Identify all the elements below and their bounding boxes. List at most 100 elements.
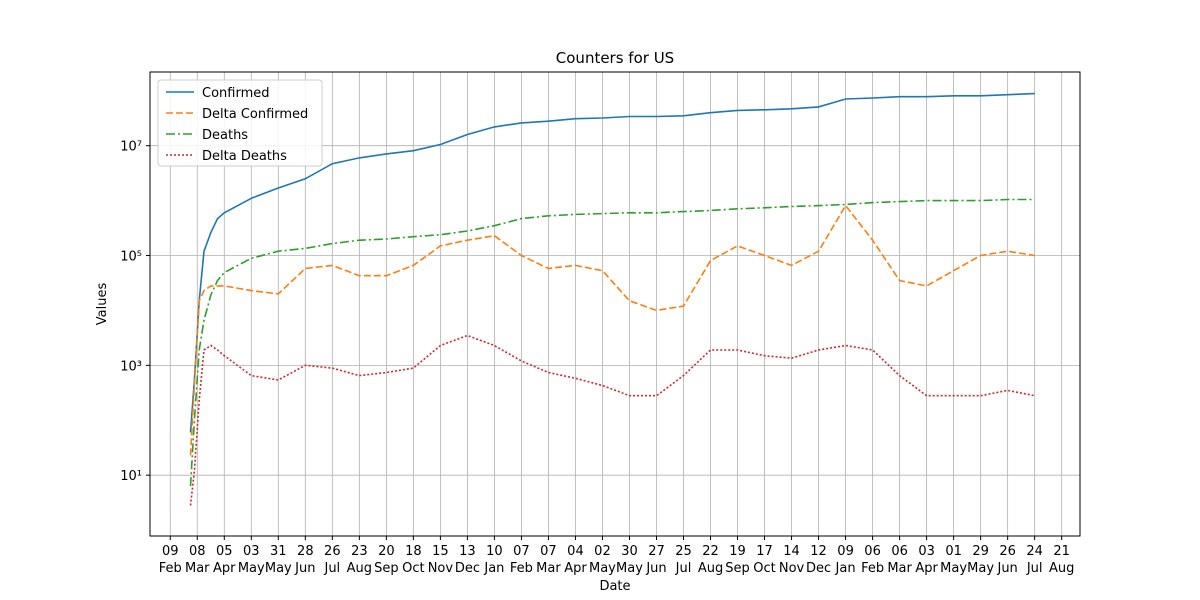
x-tick-label: 06 Mar [887, 544, 912, 576]
x-tick-label: 18 Oct [402, 544, 424, 576]
x-tick-label-part: 19 [729, 544, 746, 559]
legend-label: Confirmed [202, 86, 270, 101]
x-tick-label: 31 May [265, 544, 292, 576]
x-tick-label-part: 31 [270, 544, 287, 559]
x-tick-label: 26 Jun [996, 544, 1017, 576]
plot-frame [149, 71, 1081, 537]
x-tick-label-part: 14 [783, 544, 800, 559]
x-tick-label-part: May [589, 561, 616, 576]
x-tick-label-part: 18 [405, 544, 422, 559]
x-tick-label-part: 10 [486, 544, 503, 559]
x-tick-label: 30 May [616, 544, 643, 576]
x-tick-label: 09 Feb [159, 544, 182, 576]
x-tick-label-part: 20 [378, 544, 395, 559]
x-tick-label-part: Jun [645, 561, 666, 576]
x-tick-label: 19 Sep [725, 544, 750, 576]
y-tick-label: 10³ [120, 359, 142, 374]
x-tick-label-part: Nov [779, 561, 805, 576]
x-tick-label: 01 May [940, 544, 967, 576]
y-tick-label: 10¹ [120, 469, 142, 484]
legend-box [157, 79, 323, 167]
x-tick-label-part: 17 [756, 544, 773, 559]
x-tick-label-part: Feb [159, 561, 182, 576]
x-tick-label-part: May [616, 561, 643, 576]
x-tick-label: 15 Nov [428, 544, 454, 576]
x-tick-label: 12 Dec [806, 544, 831, 576]
x-tick-label: 09 Jan [835, 544, 856, 576]
x-tick-label-part: May [265, 561, 292, 576]
x-tick-label-part: 22 [702, 544, 719, 559]
x-tick-label-part: Sep [374, 561, 399, 576]
x-tick-label-part: Jan [483, 561, 504, 576]
x-tick-label-part: 13 [459, 544, 476, 559]
x-tick-label-part: Sep [725, 561, 750, 576]
x-tick-label-part: 30 [621, 544, 638, 559]
x-tick-label: 10 Jan [483, 544, 504, 576]
x-tick-label-part: Dec [806, 561, 831, 576]
legend-label: Delta Confirmed [202, 107, 308, 122]
x-tick-label-part: Nov [428, 561, 454, 576]
x-tick-label: 02 May [589, 544, 616, 576]
x-tick-label-part: May [967, 561, 994, 576]
x-tick-label: 22 Aug [698, 544, 723, 576]
x-tick-label-part: 21 [1053, 544, 1070, 559]
y-axis-label: Values [95, 283, 110, 326]
x-tick-label-part: Mar [887, 561, 912, 576]
series-line [189, 198, 1035, 487]
x-tick-label: 05 Apr [213, 544, 236, 576]
x-tick-label-part: 28 [297, 544, 314, 559]
x-tick-label-part: 04 [567, 544, 584, 559]
x-tick-label: 25 Jul [675, 544, 692, 576]
x-tick-label-part: Apr [915, 561, 938, 576]
x-tick-label-part: Dec [455, 561, 480, 576]
x-tick-label: 07 Mar [536, 544, 561, 576]
x-tick-label: 08 Mar [185, 544, 210, 576]
x-tick-label-part: Jun [996, 561, 1017, 576]
x-tick-label: 13 Dec [455, 544, 480, 576]
x-tick-label-part: Jul [675, 561, 692, 576]
series-line [189, 204, 1035, 456]
x-tick-label-part: Oct [402, 561, 424, 576]
x-tick-label-part: Feb [510, 561, 533, 576]
legend-label: Delta Deaths [202, 149, 287, 164]
x-tick-label-part: 08 [189, 544, 206, 559]
x-tick-label-part: Jan [835, 561, 856, 576]
x-tick-label-part: Jun [294, 561, 315, 576]
x-tick-label-part: Mar [536, 561, 561, 576]
x-tick-label-part: Mar [185, 561, 210, 576]
series-line [189, 92, 1035, 433]
x-tick-label-part: Oct [753, 561, 775, 576]
x-tick-label-part: Aug [698, 561, 723, 576]
x-tick-label-part: 12 [810, 544, 827, 559]
x-tick-label-part: 07 [513, 544, 530, 559]
x-tick-label: 28 Jun [294, 544, 315, 576]
y-tick-label: 10⁷ [120, 140, 142, 155]
x-tick-label: 14 Nov [779, 544, 805, 576]
x-tick-label: 06 Feb [861, 544, 884, 576]
x-tick-label-part: 15 [432, 544, 449, 559]
x-tick-label-part: 24 [1026, 544, 1043, 559]
x-tick-label-part: Apr [213, 561, 236, 576]
x-tick-label-part: 06 [864, 544, 881, 559]
x-tick-label-part: Apr [564, 561, 587, 576]
x-tick-label: 03 May [238, 544, 265, 576]
x-tick-label-part: Aug [347, 561, 372, 576]
chart-title: Counters for US [556, 49, 674, 67]
x-tick-label: 21 Aug [1049, 544, 1074, 576]
x-tick-label-part: 09 [837, 544, 854, 559]
x-tick-label: 04 Apr [564, 544, 587, 576]
x-tick-label-part: 01 [945, 544, 962, 559]
x-tick-label-part: 25 [675, 544, 692, 559]
x-tick-label-part: 07 [540, 544, 557, 559]
x-tick-label: 29 May [967, 544, 994, 576]
legend-label: Deaths [202, 128, 248, 143]
x-tick-label-part: 02 [594, 544, 611, 559]
series-line [189, 334, 1035, 506]
x-tick-label-part: 29 [972, 544, 989, 559]
x-tick-label: 07 Feb [510, 544, 533, 576]
x-tick-label-part: 05 [216, 544, 233, 559]
x-tick-label: 03 Apr [915, 544, 938, 576]
x-tick-label: 27 Jun [645, 544, 666, 576]
x-tick-label: 24 Jul [1026, 544, 1043, 576]
